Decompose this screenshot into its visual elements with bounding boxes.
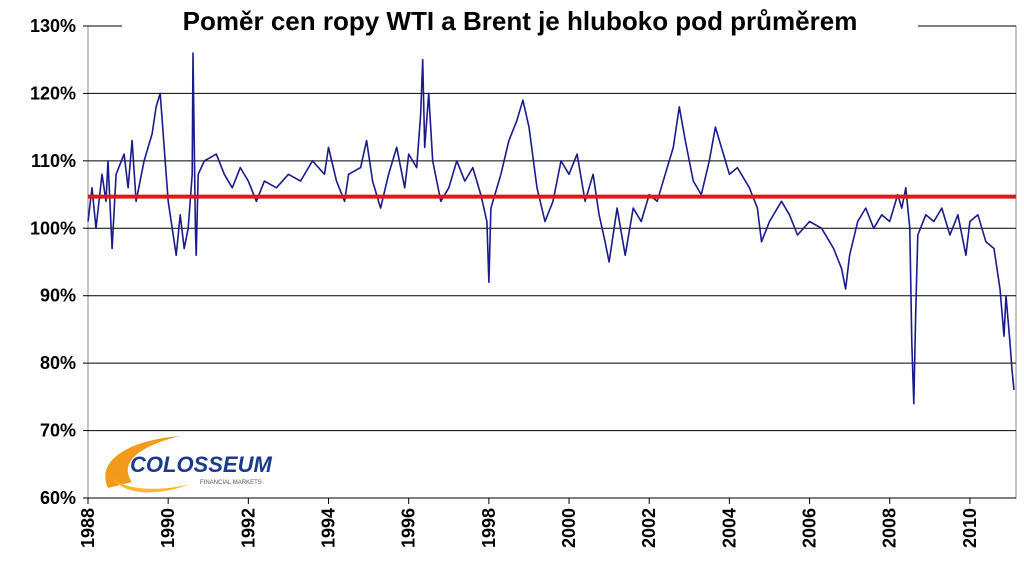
y-tick-label: 100%: [30, 218, 76, 238]
y-tick-label: 80%: [40, 353, 76, 373]
logo-swoosh: [112, 478, 190, 493]
y-tick-label: 120%: [30, 83, 76, 103]
y-tick-label: 130%: [30, 16, 76, 36]
y-tick-label: 110%: [31, 151, 76, 171]
x-tick-label: 1990: [158, 508, 178, 548]
x-tick-label: 1998: [479, 508, 499, 548]
x-tick-label: 2002: [639, 508, 659, 548]
y-tick-label: 60%: [40, 488, 76, 508]
x-tick-label: 2010: [960, 508, 980, 548]
plot-area: [87, 25, 1017, 499]
x-tick-label: 1994: [319, 508, 339, 548]
x-tick-label: 2008: [880, 508, 900, 548]
title-background: [122, 4, 918, 38]
logo-tagline: FINANCIAL MARKETS: [200, 480, 262, 486]
logo: COLOSSEUM FINANCIAL MARKETS: [105, 436, 272, 493]
x-tick-label: 2006: [800, 508, 820, 548]
y-tick-label: 90%: [40, 286, 76, 306]
x-tick-label: 1996: [399, 508, 419, 548]
y-tick-label: 70%: [40, 421, 76, 441]
x-tick-label: 1988: [78, 508, 98, 548]
logo-name: COLOSSEUM: [130, 452, 272, 477]
x-tick-label: 2000: [559, 508, 579, 548]
x-tick-label: 1992: [238, 508, 258, 548]
data-line: [87, 52, 1015, 405]
logo-swoosh: [105, 436, 180, 488]
x-tick-label: 2004: [719, 508, 739, 548]
chart-title: Poměr cen ropy WTI a Brent je hluboko po…: [183, 6, 858, 36]
